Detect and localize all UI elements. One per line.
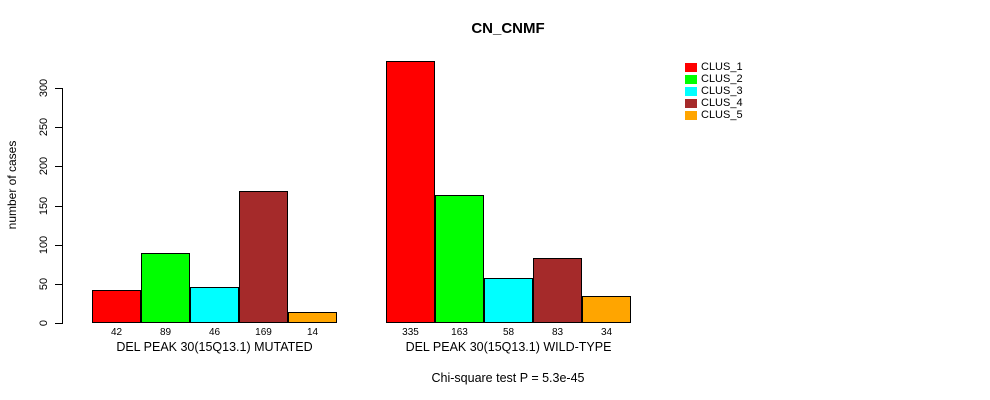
legend-item-label: CLUS_1 xyxy=(701,61,743,73)
chart-title: CN_CNMF xyxy=(471,20,545,37)
y-axis-label: number of cases xyxy=(5,140,19,230)
bar-clus_3 xyxy=(190,286,239,323)
y-axis-tick xyxy=(55,323,62,324)
legend-swatch xyxy=(685,86,697,96)
legend-item: CLUS_5 xyxy=(685,109,743,121)
y-axis-tick xyxy=(55,205,62,207)
legend-item: CLUS_1 xyxy=(685,61,743,73)
legend-item-label: CLUS_3 xyxy=(701,85,743,97)
y-axis-tick xyxy=(55,166,62,168)
bar-value-label: 14 xyxy=(306,327,319,338)
group-label: DEL PEAK 30(15Q13.1) MUTATED xyxy=(116,340,313,354)
bar-value-label: 169 xyxy=(255,327,272,338)
bar-clus_2 xyxy=(435,195,484,323)
legend-item-label: CLUS_5 xyxy=(701,109,743,121)
bar-clus_1 xyxy=(386,60,435,323)
bar-clus_4 xyxy=(239,190,288,323)
chi-square-annotation: Chi-square test P = 5.3e-45 xyxy=(431,371,585,385)
y-axis-tick-label: 200 xyxy=(38,157,50,176)
bar-clus_1 xyxy=(92,290,141,323)
bar-value-label: 42 xyxy=(110,327,123,338)
y-axis-tick-label: 300 xyxy=(38,78,50,98)
legend-item: CLUS_2 xyxy=(685,73,743,85)
y-axis-tick xyxy=(55,127,62,129)
y-axis-tick-label: 100 xyxy=(38,235,50,254)
bar-value-label: 83 xyxy=(551,327,564,338)
group-label: DEL PEAK 30(15Q13.1) WILD-TYPE xyxy=(405,340,612,354)
legend-item: CLUS_4 xyxy=(685,97,743,109)
bar-clus_3 xyxy=(484,277,533,323)
y-axis-tick xyxy=(55,283,62,285)
bar-value-label: 335 xyxy=(402,327,419,338)
legend-swatch xyxy=(685,110,697,120)
y-axis-tick xyxy=(55,88,62,89)
y-axis-tick-label: 0 xyxy=(38,319,50,327)
y-axis-tick-label: 150 xyxy=(38,196,50,215)
bar-clus_5 xyxy=(582,296,631,323)
bar-value-label: 34 xyxy=(600,327,613,338)
legend-item-label: CLUS_2 xyxy=(701,73,743,85)
legend-swatch xyxy=(685,74,697,84)
legend-swatch xyxy=(685,98,697,108)
legend: CLUS_1 CLUS_2 CLUS_3 CLUS_4 CLUS_5 xyxy=(685,61,743,121)
bar-clus_4 xyxy=(533,257,582,323)
y-axis-tick-label: 50 xyxy=(38,277,50,290)
bar-value-label: 163 xyxy=(451,327,468,338)
bar-value-label: 58 xyxy=(502,327,515,338)
y-axis-tick-label: 250 xyxy=(38,117,50,137)
legend-swatch xyxy=(685,62,697,72)
y-axis-line xyxy=(62,88,63,324)
bar-value-label: 46 xyxy=(208,327,221,338)
y-axis-tick xyxy=(55,244,62,246)
bar-clus_5 xyxy=(288,312,337,323)
legend-item-label: CLUS_4 xyxy=(701,97,743,109)
bar-value-label: 89 xyxy=(159,327,172,338)
bar-clus_2 xyxy=(141,253,190,323)
legend-item: CLUS_3 xyxy=(685,85,743,97)
